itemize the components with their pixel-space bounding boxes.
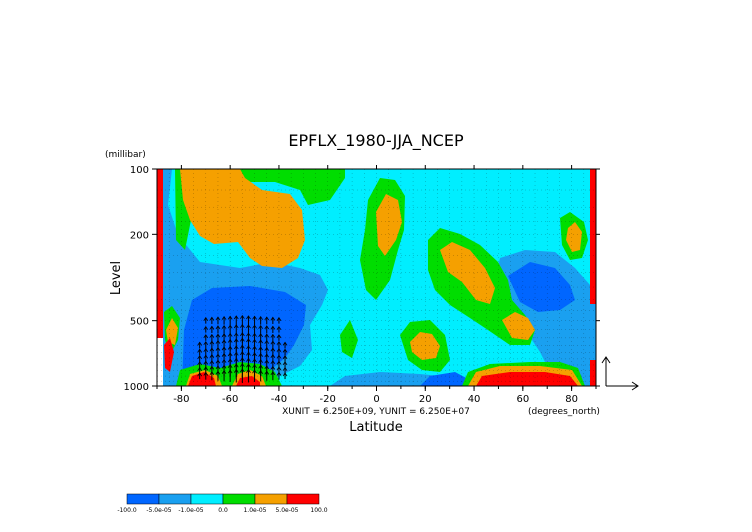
ep-flux-arrow <box>270 325 276 333</box>
ep-flux-vectors <box>197 314 288 384</box>
region-strong-negative-surface <box>420 372 470 386</box>
ep-flux-arrow <box>270 333 276 342</box>
region-moderate-positive-top <box>180 169 305 268</box>
region-strong-positive-se <box>476 372 578 386</box>
ep-flux-arrow <box>215 325 221 334</box>
y-units: (millibar) <box>105 150 146 160</box>
ep-flux-arrow <box>215 316 221 325</box>
colorbar-swatch <box>254 493 288 505</box>
ep-flux-arrow <box>282 361 288 368</box>
region-missing-data <box>157 338 163 386</box>
colorbar-label: 5.0e-05 <box>275 507 298 514</box>
colorbar-swatch <box>286 493 320 505</box>
ep-flux-arrow <box>252 324 257 334</box>
ep-flux-arrow <box>270 340 276 350</box>
region-moderate-positive-center <box>376 194 402 256</box>
region-strong-positive-east-edge <box>590 169 596 304</box>
region-moderate-positive-mid <box>410 332 440 360</box>
x-tick-label: -20 <box>320 394 336 405</box>
plot-area <box>157 169 596 386</box>
colorbar-swatch <box>158 493 192 505</box>
ep-flux-arrow <box>282 355 288 362</box>
colorbar-label: 100.0 <box>310 507 327 514</box>
y-tick-label: 500 <box>130 317 149 328</box>
colorbar-label: -1.0e-05 <box>178 507 203 514</box>
y-tick-label: 100 <box>130 165 149 176</box>
y-axis-label: Level <box>109 261 124 295</box>
ep-flux-arrow <box>252 315 257 325</box>
ep-flux-arrow <box>282 341 288 349</box>
region-strong-positive-sw <box>188 372 216 386</box>
x-units: (degrees_north) <box>528 407 600 417</box>
y-tick-label: 200 <box>130 230 149 241</box>
ep-flux-arrow <box>197 361 203 368</box>
ep-flux-arrow <box>209 333 215 342</box>
ep-flux-arrow <box>203 325 209 333</box>
y-tick-label: 1000 <box>124 382 149 393</box>
region-strong-positive-west <box>164 338 174 372</box>
colorbar-label: 0.0 <box>218 507 228 514</box>
chart-title: EPFLX_1980-JJA_NCEP <box>288 131 464 151</box>
ep-flux-arrow <box>258 333 263 342</box>
ep-flux-arrow <box>276 317 282 324</box>
ep-flux-arrow <box>233 315 239 326</box>
x-tick-label: 80 <box>565 394 578 405</box>
region-strong-positive-se-edge <box>590 360 596 386</box>
ep-flux-arrow <box>270 316 276 324</box>
colorbar-swatch <box>222 493 256 505</box>
ep-flux-arrow <box>276 334 282 341</box>
ep-flux-arrow <box>246 315 251 326</box>
colorbar-swatch <box>126 493 160 505</box>
x-axis-label: Latitude <box>349 420 403 435</box>
ep-flux-arrow <box>258 315 263 325</box>
ep-flux-arrow <box>221 324 227 334</box>
region-moderate-positive-ne-low <box>502 312 535 340</box>
x-tick-label: 60 <box>516 394 529 405</box>
ep-flux-arrow <box>209 325 215 333</box>
x-tick-label: -80 <box>173 394 189 405</box>
ep-flux-arrow <box>264 325 270 334</box>
ep-flux-arrow <box>264 333 270 342</box>
x-tick-label: 20 <box>419 394 432 405</box>
colorbar-label: -100.0 <box>117 507 137 514</box>
reference-vector <box>601 356 639 391</box>
vector-scale-text: XUNIT = 6.250E+09, YUNIT = 6.250E+07 <box>282 407 470 417</box>
axis-ticks: -80 -60 -40 -20 0 20 40 60 80 100 200 500 1000 <box>124 165 600 405</box>
ep-flux-arrow <box>221 333 227 342</box>
x-tick-label: -40 <box>271 394 287 405</box>
ep-flux-arrow <box>197 355 203 362</box>
region-moderate-positive-west <box>166 318 178 345</box>
ep-flux-arrow <box>221 315 227 325</box>
ep-flux-arrow <box>203 317 209 324</box>
x-tick-label: -60 <box>222 394 238 405</box>
ep-flux-arrow <box>282 348 288 356</box>
x-tick-label: 0 <box>373 394 379 405</box>
colorbar-label: 1.0e-05 <box>243 507 266 514</box>
ep-flux-arrow <box>276 325 282 333</box>
colorbar-label: -5.0e-05 <box>146 507 171 514</box>
ep-flux-arrow <box>264 316 270 325</box>
ep-flux-arrow <box>197 348 203 356</box>
region-weak-positive-eq <box>340 320 358 358</box>
ep-flux-arrow <box>227 315 233 325</box>
colorbar: -100.0 -5.0e-05 -1.0e-05 0.0 1.0e-05 5.0e-05 1… <box>117 493 328 514</box>
region-moderate-positive-ne <box>566 222 582 252</box>
ep-flux-arrow <box>240 314 245 326</box>
region-moderate-positive-east <box>440 242 495 304</box>
ep-flux-arrow <box>203 334 209 341</box>
ep-flux-arrow <box>209 340 215 350</box>
x-tick-label: 40 <box>468 394 481 405</box>
colorbar-swatch <box>190 493 224 505</box>
ep-flux-arrow <box>227 324 233 334</box>
ep-flux-arrow <box>258 324 263 334</box>
ep-flux-arrow <box>203 341 209 349</box>
region-weak-positive-top <box>175 169 345 250</box>
ep-flux-arrow <box>215 333 221 342</box>
ep-flux-arrow <box>276 341 282 349</box>
ep-flux-arrow <box>209 316 215 324</box>
ep-flux-arrow <box>197 341 203 349</box>
region-strong-negative-north <box>508 262 575 312</box>
region-strong-positive-west-edge <box>157 169 163 386</box>
